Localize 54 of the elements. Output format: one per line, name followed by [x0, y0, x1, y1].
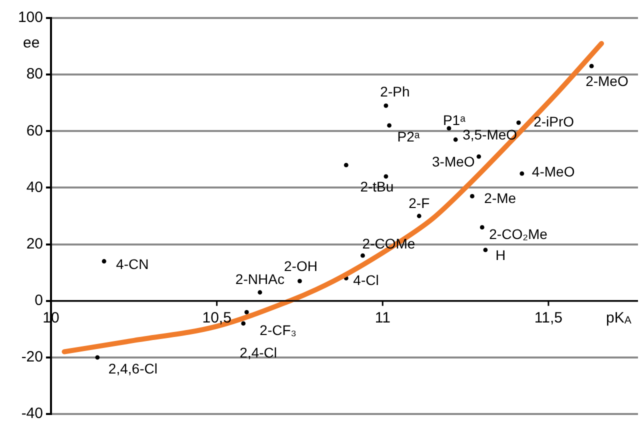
annotation: 3-MeO [432, 153, 475, 170]
annotation: 2-CF₃ [260, 322, 296, 338]
point [244, 310, 249, 314]
y-tick-label: -20 [21, 348, 43, 366]
annotation: 2,4-Cl [240, 344, 278, 360]
point [483, 248, 488, 252]
point [589, 64, 594, 68]
annotation: 2-F [408, 194, 430, 211]
y-axis-title: ee [23, 34, 40, 52]
point [453, 137, 458, 142]
point [476, 154, 482, 159]
point [520, 171, 524, 176]
point [102, 259, 106, 264]
point [387, 123, 392, 128]
y-tick-label: 40 [26, 178, 43, 196]
y-tick-label: 60 [26, 122, 43, 140]
point [416, 214, 422, 218]
annotation: 2-CO₂Me [489, 226, 548, 242]
annotation: P1ᵃ [442, 112, 466, 128]
point [95, 355, 100, 360]
annotation: 3,5-MeO [462, 126, 518, 142]
annotation: 2,4,6-Cl [108, 360, 158, 376]
point [298, 278, 302, 284]
x-tick-label: 11 [374, 310, 390, 326]
annotation: 2-MeO [586, 72, 628, 89]
annotation: 2-Ph [380, 84, 410, 100]
y-tick-label: 20 [26, 235, 43, 252]
point [258, 290, 262, 295]
annotation: H [495, 246, 506, 263]
point [344, 162, 348, 168]
annotation: 2-Me [484, 190, 516, 206]
point [470, 194, 474, 198]
point [446, 126, 452, 131]
point [384, 103, 388, 108]
annotation: 2-tBu [360, 178, 394, 194]
point [384, 174, 388, 179]
annotation: 4-CN [116, 256, 149, 272]
annotation: 2-NHAc [235, 271, 284, 288]
x-tick-label: 11,5 [534, 310, 563, 326]
annotation: 2-OH [284, 258, 318, 274]
annotation: 4-MeO [532, 163, 575, 180]
x-axis-title: pKA [606, 310, 632, 326]
y-tick-label: 80 [26, 66, 43, 83]
annotation: P2ᵃ [397, 128, 420, 144]
annotation: 2-iPrO [534, 114, 574, 130]
x-tick-label: 10,5 [202, 310, 232, 326]
point [480, 225, 484, 230]
y-tick-label: 100 [18, 9, 43, 26]
point [516, 120, 521, 125]
point [360, 253, 365, 258]
y-tick-label: -40 [21, 405, 43, 422]
annotation: 4-Cl [353, 272, 379, 288]
point [241, 321, 246, 326]
y-tick-label: 0 [34, 292, 43, 309]
